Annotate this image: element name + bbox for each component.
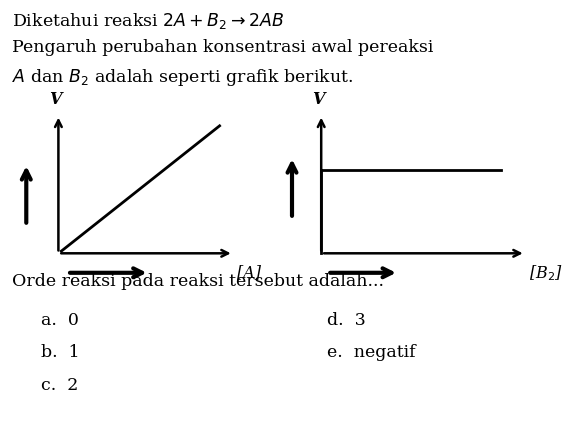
Text: a.  0: a. 0 [41,312,79,329]
Text: V: V [312,91,325,108]
Text: c.  2: c. 2 [41,377,78,394]
Text: Pengaruh perubahan konsentrasi awal pereaksi: Pengaruh perubahan konsentrasi awal pere… [12,39,433,56]
Text: $A$ dan $B_2$ adalah seperti grafik berikut.: $A$ dan $B_2$ adalah seperti grafik beri… [12,67,353,88]
Text: [A]: [A] [237,264,260,281]
Text: d.  3: d. 3 [327,312,366,329]
Text: e.  negatif: e. negatif [327,344,416,361]
Text: V: V [49,91,62,108]
Text: b.  1: b. 1 [41,344,79,361]
Text: Diketahui reaksi $2A + B_2 \rightarrow 2AB$: Diketahui reaksi $2A + B_2 \rightarrow 2… [12,11,284,31]
Text: Orde reaksi pada reaksi tersebut adalah...: Orde reaksi pada reaksi tersebut adalah.… [12,273,384,290]
Text: [B$_2$]: [B$_2$] [529,263,562,283]
